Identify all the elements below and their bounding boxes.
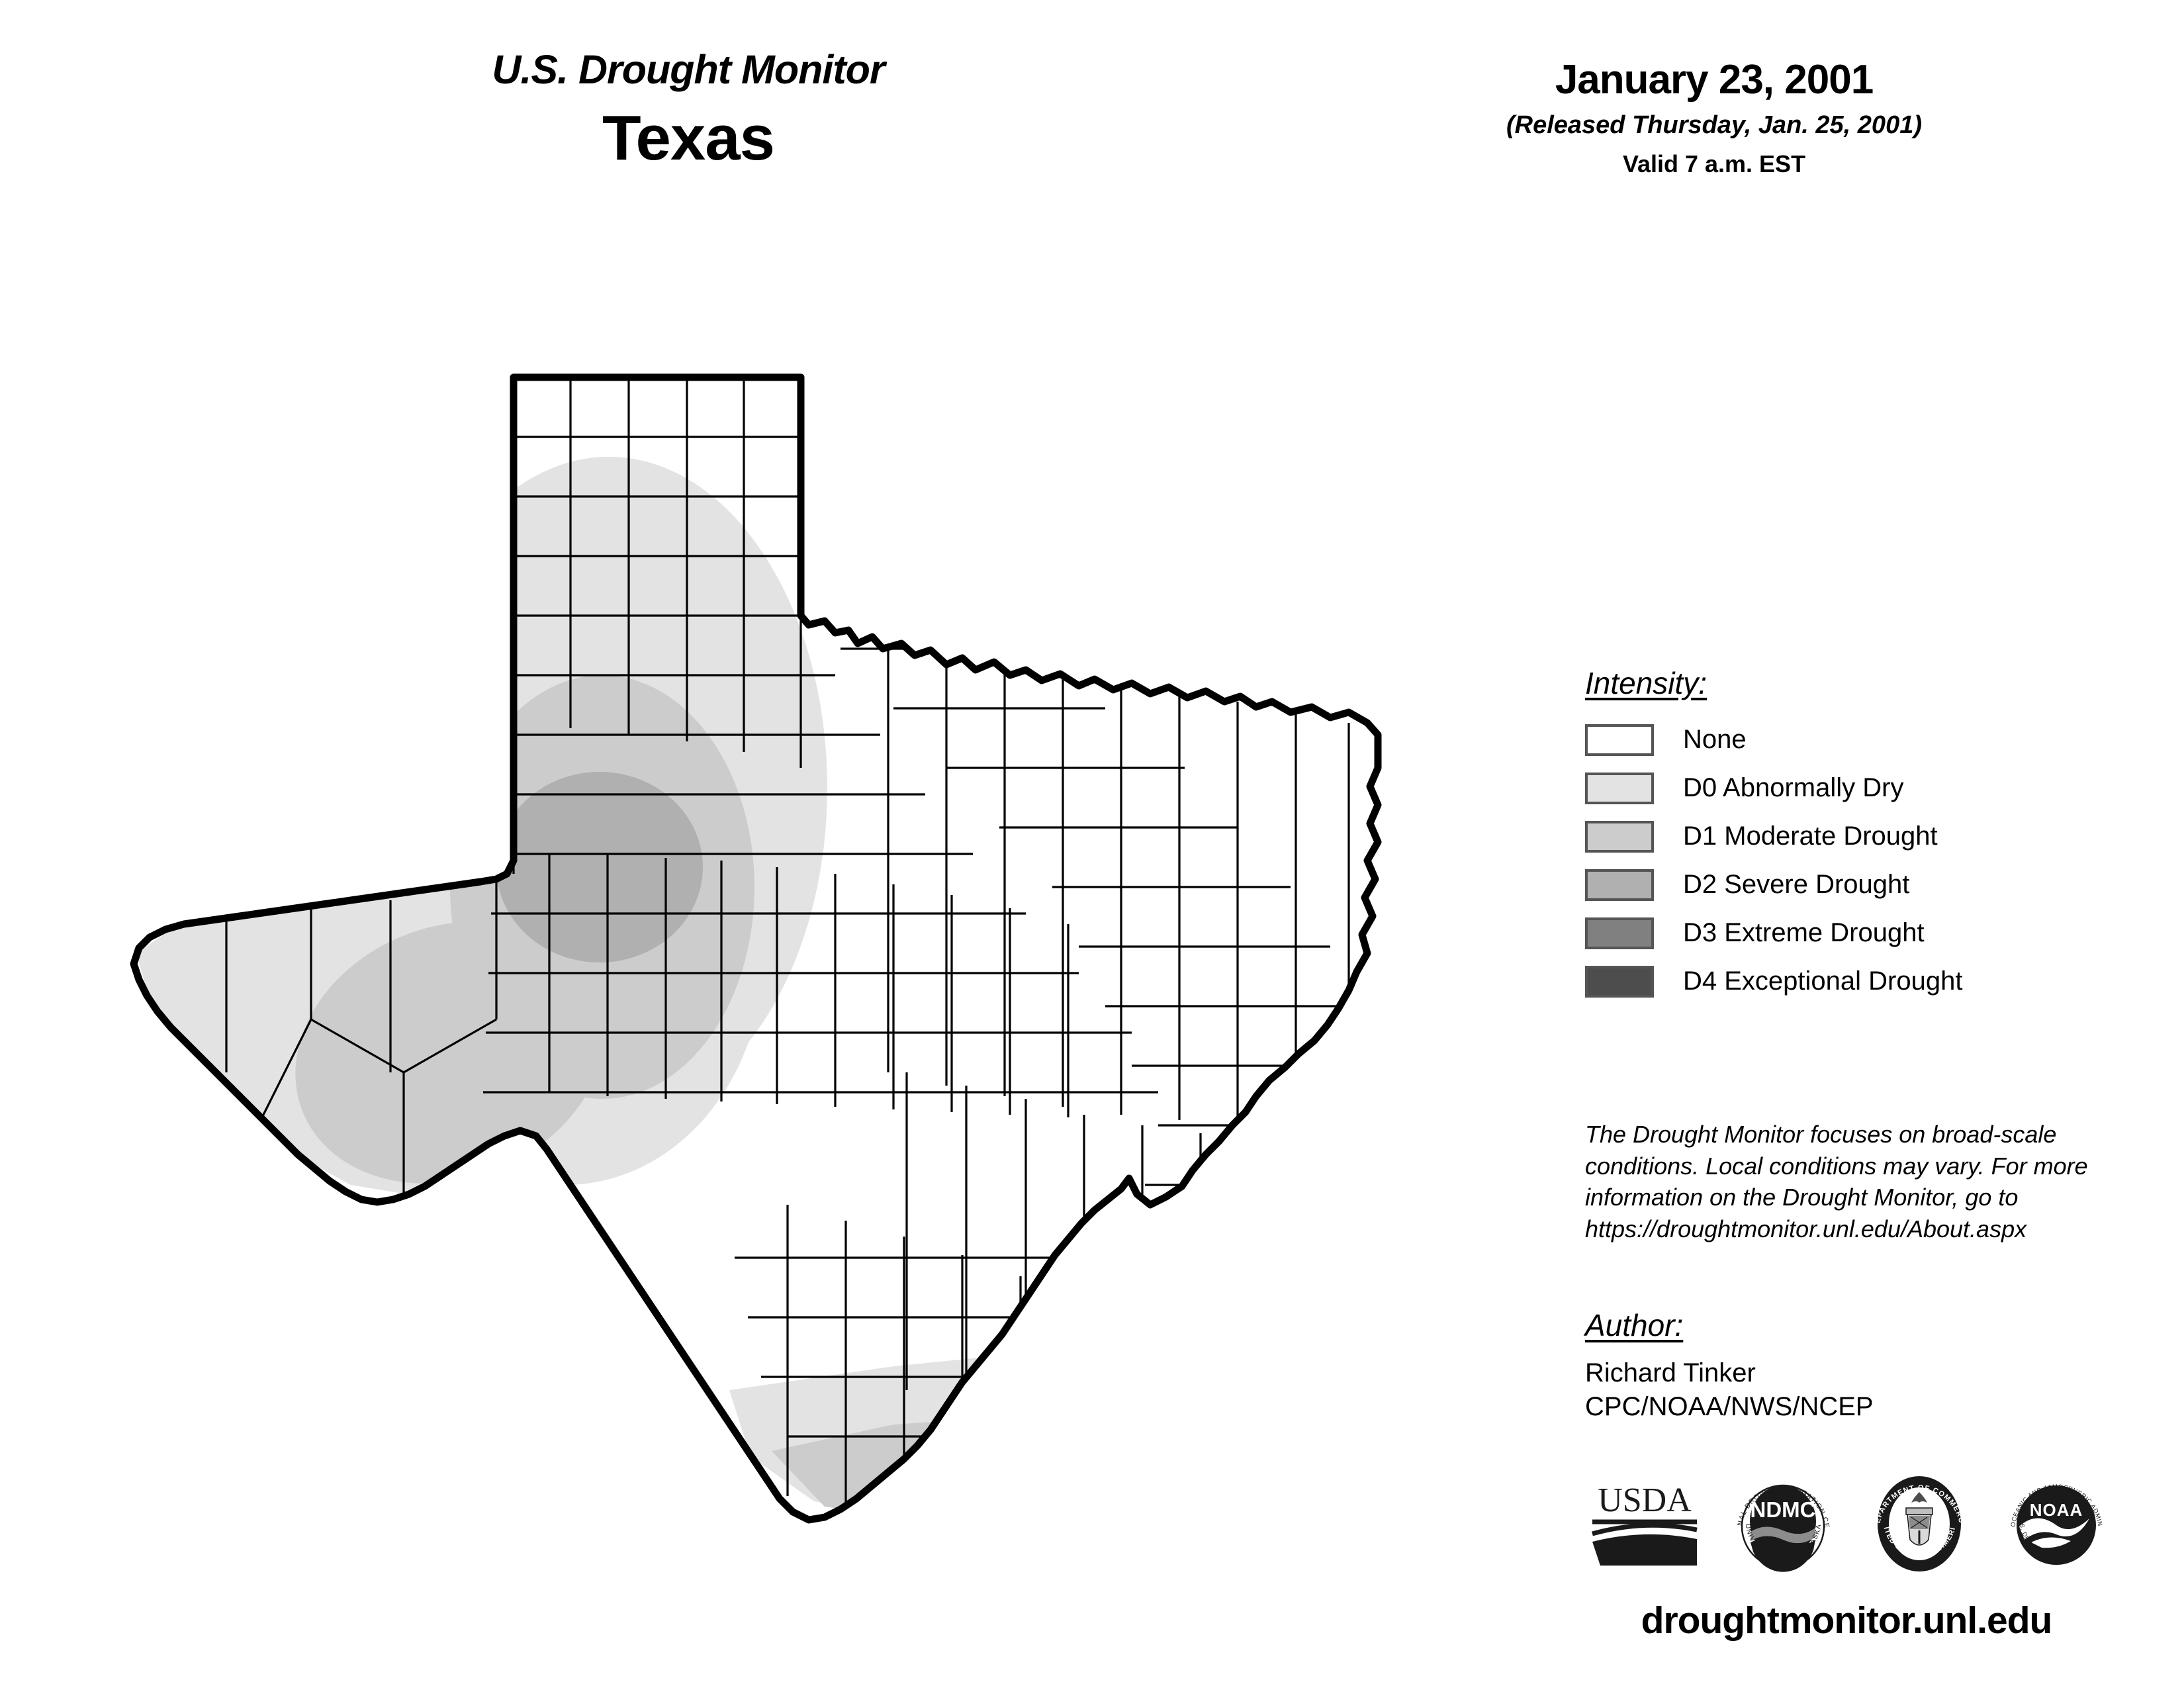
map-svg xyxy=(130,373,1382,1524)
date-block: January 23, 2001 (Released Thursday, Jan… xyxy=(1443,56,1985,178)
legend-panel: Intensity: None D0 Abnormally Dry D1 Mod… xyxy=(1585,665,2088,1006)
author-title: Author: xyxy=(1585,1308,1684,1342)
svg-text:USDA: USDA xyxy=(1598,1481,1692,1519)
legend-label-d4: D4 Exceptional Drought xyxy=(1683,966,1963,996)
released-date: (Released Thursday, Jan. 25, 2001) xyxy=(1506,111,1922,139)
svg-text:NOAA: NOAA xyxy=(2030,1500,2083,1520)
noaa-logo: NOAA NATIONAL OCEANIC AND ATMOSPHERIC AD… xyxy=(2002,1468,2103,1565)
legend-item-d1: D1 Moderate Drought xyxy=(1585,812,2088,861)
legend-title: Intensity: xyxy=(1585,666,1707,700)
legend-item-d3: D3 Extreme Drought xyxy=(1585,909,2088,957)
texas-drought-map xyxy=(99,331,1463,1562)
legend-label-d1: D1 Moderate Drought xyxy=(1683,821,1938,851)
author-block: Author: Richard Tinker CPC/NOAA/NWS/NCEP xyxy=(1585,1307,2115,1424)
legend-swatch-d2 xyxy=(1585,868,1654,901)
legend-swatch-none xyxy=(1585,724,1654,756)
site-url[interactable]: droughtmonitor.unl.edu xyxy=(1641,1599,2053,1642)
disclaimer-line-2: conditions. Local conditions may vary. F… xyxy=(1585,1152,2088,1180)
legend-swatch-d1 xyxy=(1585,820,1654,853)
disclaimer-text: The Drought Monitor focuses on broad-sca… xyxy=(1585,1119,2115,1244)
valid-date: January 23, 2001 xyxy=(1555,57,1874,103)
legend-item-d4: D4 Exceptional Drought xyxy=(1585,957,2088,1006)
partner-logo-row: USDA NDMC NATIONAL DROUGHT MITIGATION CE… xyxy=(1588,1460,2111,1585)
drought-area-d1-bigbend xyxy=(295,921,605,1184)
title-block: U.S. Drought Monitor Texas xyxy=(371,46,1006,175)
legend-swatch-d4 xyxy=(1585,965,1654,998)
legend-label-d0: D0 Abnormally Dry xyxy=(1683,773,1904,802)
disclaimer-about-link[interactable]: https://droughtmonitor.unl.edu/About.asp… xyxy=(1585,1215,2027,1243)
disclaimer-line-1: The Drought Monitor focuses on broad-sca… xyxy=(1585,1121,2057,1148)
legend-item-none: None xyxy=(1585,716,2088,764)
author-affiliation: CPC/NOAA/NWS/NCEP xyxy=(1585,1392,1874,1422)
legend-label-none: None xyxy=(1683,725,1747,754)
drought-area-d2-core xyxy=(496,772,703,962)
doc-seal-logo: DEPARTMENT OF COMMERCE UNITED STATES OF … xyxy=(1865,1468,1965,1571)
author-name: Richard Tinker xyxy=(1585,1358,1756,1387)
disclaimer-line-3: information on the Drought Monitor, go t… xyxy=(1585,1184,2019,1211)
legend-item-d0: D0 Abnormally Dry xyxy=(1585,764,2088,812)
state-name-title: Texas xyxy=(602,103,775,173)
legend-item-d2: D2 Severe Drought xyxy=(1585,861,2088,909)
svg-text:NDMC: NDMC xyxy=(1750,1497,1815,1522)
legend-swatch-d3 xyxy=(1585,917,1654,949)
texas-state-outline xyxy=(130,373,1382,1524)
legend-label-d3: D3 Extreme Drought xyxy=(1683,918,1925,947)
page-title: U.S. Drought Monitor xyxy=(492,47,885,92)
ndmc-logo: NDMC NATIONAL DROUGHT MITIGATION CENTER … xyxy=(1729,1468,1830,1572)
valid-time-label: Valid 7 a.m. EST xyxy=(1622,150,1806,177)
usda-logo: USDA xyxy=(1592,1481,1698,1566)
legend-label-d2: D2 Severe Drought xyxy=(1683,870,1910,899)
legend-swatch-d0 xyxy=(1585,772,1654,804)
